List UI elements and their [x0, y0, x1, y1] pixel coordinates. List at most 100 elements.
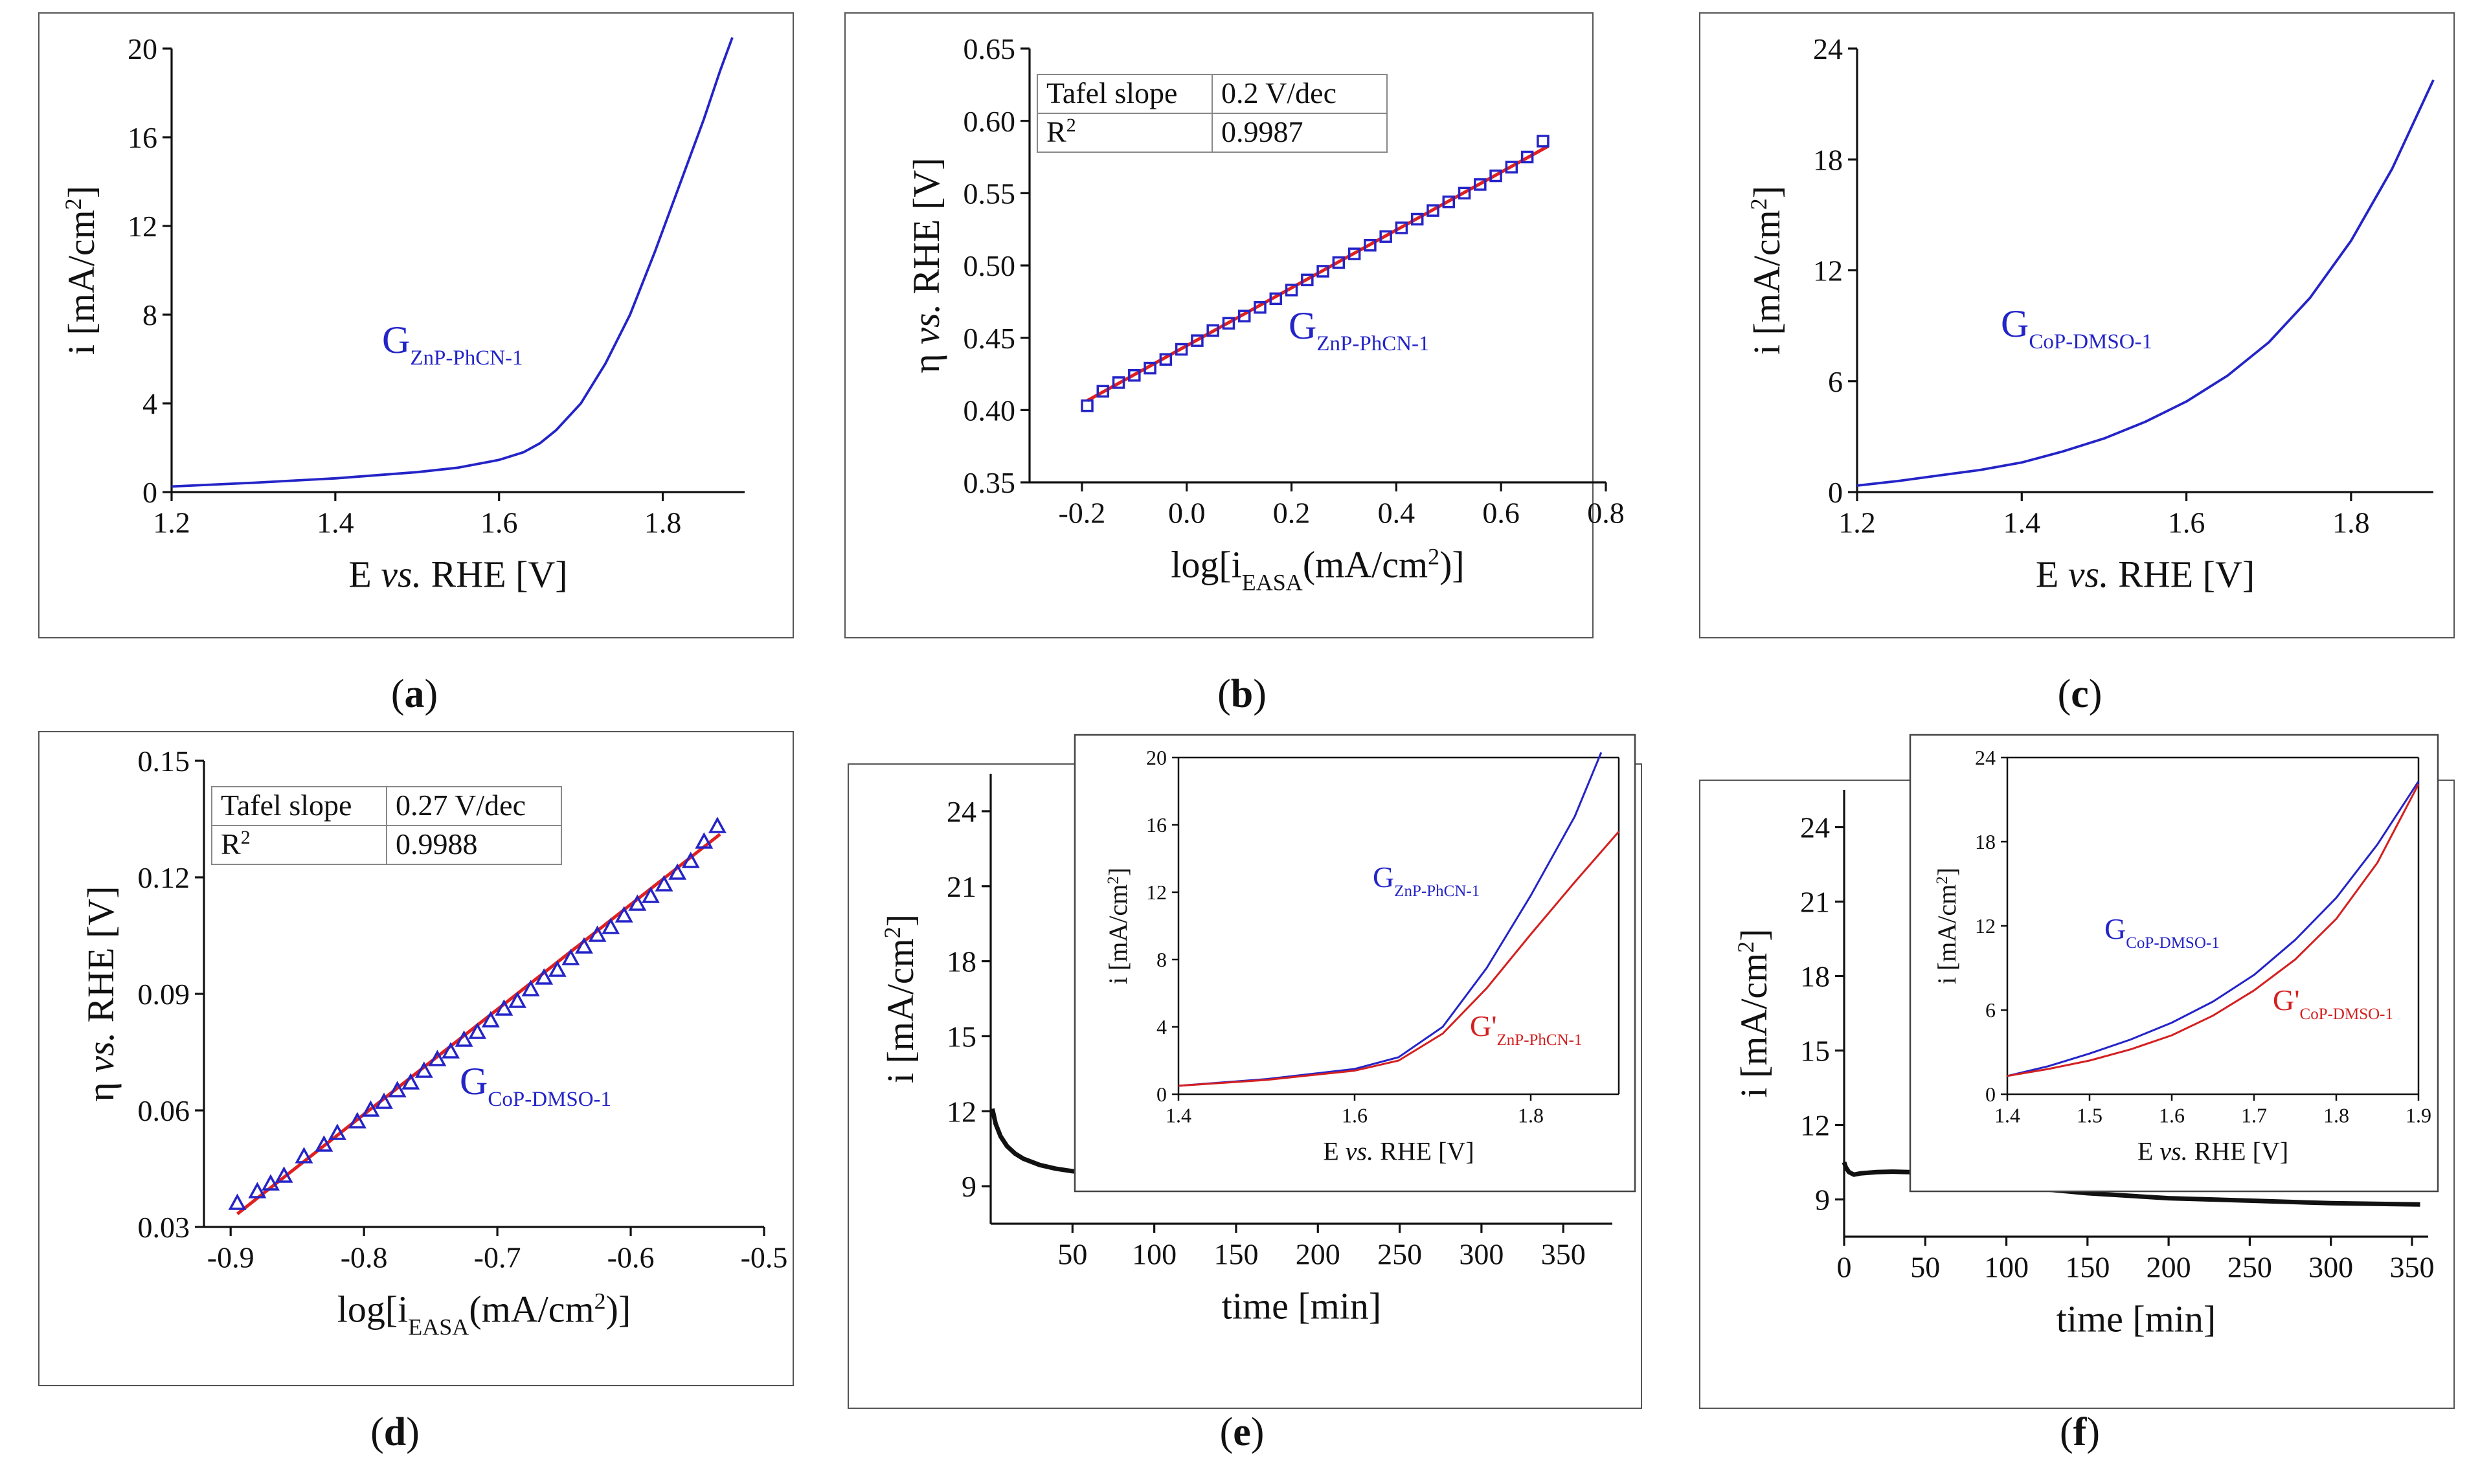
- y-tick-label: 0.12: [138, 861, 190, 894]
- y-tick-label: 21: [947, 870, 976, 903]
- y-tick-label: 0.55: [964, 177, 1016, 210]
- data-point: [1379, 230, 1392, 243]
- data-point: [1364, 238, 1377, 252]
- table-cell: R2: [1046, 115, 1076, 149]
- data-point: [1112, 376, 1125, 389]
- y-axis-title: i [mA/cm2]: [1932, 868, 1961, 984]
- x-tick-label: 250: [2227, 1250, 2272, 1283]
- y-tick-label: 12: [947, 1095, 976, 1128]
- y-tick-label: 0.40: [964, 394, 1016, 427]
- data-point: [328, 1123, 346, 1140]
- data-point: [561, 949, 580, 965]
- data-point: [1301, 273, 1314, 287]
- table-cell: Tafel slope: [221, 789, 352, 822]
- data-point: [628, 894, 647, 911]
- y-tick-label: 9: [1815, 1184, 1830, 1217]
- y-tick-label: 16: [128, 121, 157, 154]
- y-axis-title: η vs. RHE [V]: [905, 157, 947, 373]
- legend-label: GCoP-DMSO-1: [460, 1060, 611, 1111]
- x-tick-label: 1.9: [2406, 1104, 2431, 1127]
- data-point: [481, 1011, 500, 1028]
- data-point: [588, 925, 607, 942]
- y-tick-label: 4: [1156, 1015, 1167, 1039]
- data-point: [1347, 247, 1361, 260]
- panel-label: (a): [391, 672, 438, 716]
- fit-line: [236, 833, 721, 1215]
- y-tick-label: 18: [1813, 143, 1843, 176]
- x-tick-label: 1.8: [1518, 1104, 1544, 1127]
- y-tick-label: 12: [1975, 914, 1996, 938]
- y-tick-label: 0.50: [964, 249, 1016, 282]
- x-tick-label: 0.2: [1273, 496, 1311, 529]
- chart-panel-a: 1.2 1.4 1.6 1.8 0 4 8 12 16 20 i [mA/cm2] E vs. RHE…: [38, 12, 794, 716]
- x-tick-label: -0.6: [607, 1241, 655, 1274]
- tafel-table: Tafel slope 0.2 V/dec R2 0.9987: [1037, 74, 1388, 153]
- data-point: [428, 1050, 447, 1066]
- x-axis-title: log[iEASA(mA/cm2)]: [1171, 543, 1465, 595]
- y-tick-label: 0.35: [964, 466, 1016, 499]
- data-point: [1096, 385, 1110, 398]
- table-cell: Tafel slope: [1046, 76, 1177, 109]
- data-point: [508, 991, 526, 1008]
- data-point: [1332, 256, 1346, 269]
- data-point: [455, 1030, 473, 1047]
- x-tick-label: 1.8: [2332, 506, 2370, 539]
- x-axis-title: log[iEASA(mA/cm2)]: [337, 1288, 631, 1340]
- y-tick-label: 21: [1800, 886, 1830, 919]
- data-point: [641, 886, 660, 903]
- inset-frame: [1909, 734, 2439, 1193]
- data-point: [1144, 361, 1156, 375]
- data-point: [1285, 284, 1298, 297]
- data-point: [1442, 195, 1456, 208]
- x-axis-title: time [min]: [1222, 1285, 1381, 1327]
- x-tick-label: 0.6: [1482, 496, 1520, 529]
- y-tick-label: 12: [1813, 254, 1843, 287]
- table-cell: 0.9987: [1221, 115, 1303, 148]
- x-tick-label: 300: [2308, 1250, 2353, 1283]
- panel-frame: [38, 731, 794, 1386]
- panel-label: (e): [1220, 1410, 1265, 1454]
- chart-panel-b: -0.2 0.0 0.2 0.4 0.6 0.8 0.35 0.40 0.45 0.50 0.55 0…: [844, 12, 1625, 716]
- x-tick-label: 150: [2065, 1250, 2110, 1283]
- data-point: [655, 875, 673, 892]
- y-tick-label: 15: [947, 1020, 976, 1053]
- data-point: [275, 1166, 293, 1183]
- y-tick-label: 24: [1800, 811, 1830, 844]
- panel-frame: [38, 12, 794, 638]
- x-axis-title: E vs. RHE [V]: [348, 553, 567, 595]
- series-line: [2007, 783, 2420, 1077]
- y-tick-label: 9: [962, 1170, 976, 1203]
- data-point: [375, 1092, 393, 1109]
- y-tick-label: 0: [1156, 1083, 1167, 1106]
- x-tick-label: 300: [1459, 1237, 1504, 1270]
- y-axis-title: i [mA/cm2]: [1746, 186, 1788, 355]
- y-tick-label: 0.45: [964, 322, 1016, 355]
- x-tick-label: 350: [1541, 1237, 1586, 1270]
- x-tick-label: 350: [2389, 1250, 2434, 1283]
- y-tick-label: 18: [1975, 830, 1996, 853]
- x-tick-label: 1.6: [480, 506, 518, 539]
- data-point: [401, 1073, 420, 1090]
- x-tick-label: 1.2: [153, 506, 190, 539]
- data-point: [248, 1182, 267, 1198]
- data-point: [668, 863, 687, 880]
- x-tick-label: 1.7: [2241, 1104, 2267, 1127]
- data-point: [295, 1147, 313, 1164]
- y-tick-label: 0: [1828, 476, 1843, 509]
- inset-chart: 1.4 1.6 1.8 0 4 8 12 16 20 i [mA/cm2] E vs. RHE [V…: [1074, 734, 1636, 1193]
- x-axis-title: E vs. RHE [V]: [2137, 1137, 2288, 1166]
- y-tick-label: 0.03: [138, 1211, 190, 1244]
- data-point: [1254, 301, 1267, 314]
- x-axis-title: time [min]: [2057, 1298, 2216, 1340]
- x-tick-label: 1.6: [1342, 1104, 1368, 1127]
- x-tick-label: 1.4: [317, 506, 354, 539]
- y-axis-title: i [mA/cm2]: [1733, 928, 1775, 1097]
- series-line: [1178, 752, 1603, 1087]
- x-tick-label: 1.2: [1838, 506, 1876, 539]
- x-tick-label: 1.4: [1166, 1104, 1191, 1127]
- data-point: [575, 937, 593, 954]
- data-point: [708, 816, 727, 833]
- x-tick-label: -0.5: [741, 1241, 788, 1274]
- data-point: [1537, 135, 1550, 148]
